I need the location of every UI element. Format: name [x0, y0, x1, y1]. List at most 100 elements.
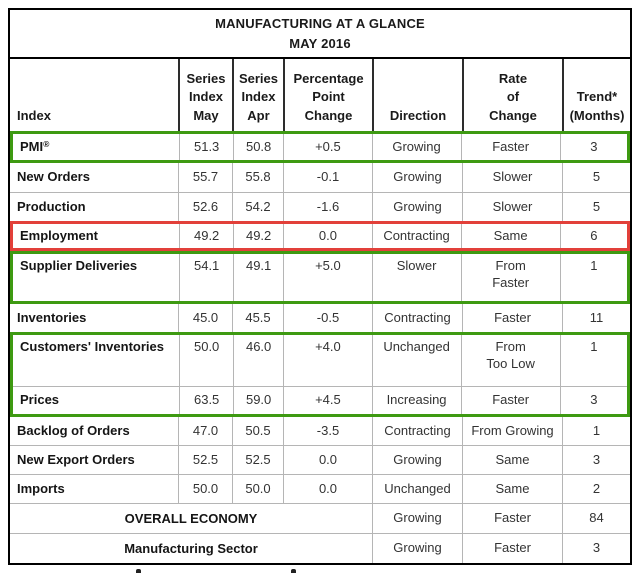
table-row-backlog-of-orders: Backlog of Orders 47.0 50.5 -3.5 Contrac…	[10, 417, 630, 445]
direction-cell: Unchanged	[372, 475, 462, 503]
trend-cell: 11	[562, 304, 630, 332]
may-index-cell: 52.6	[178, 193, 232, 221]
change-cell: +4.5	[283, 387, 371, 414]
direction-cell: Growing	[372, 193, 462, 221]
trend-cell: 1	[559, 254, 627, 301]
highlight-box-employment: Employment 49.2 49.2 0.0 Contracting Sam…	[10, 221, 630, 251]
highlight-box-supplier-deliveries: Supplier Deliveries 54.1 49.1 +5.0 Slowe…	[10, 251, 630, 304]
change-cell: -3.5	[283, 417, 372, 445]
table-row-new-orders: New Orders 55.7 55.8 -0.1 Growing Slower…	[10, 163, 630, 192]
apr-index-cell: 45.5	[232, 304, 283, 332]
index-cell: Imports	[17, 480, 65, 496]
table-row-supplier-deliveries: Supplier Deliveries 54.1 49.1 +5.0 Slowe…	[13, 254, 627, 301]
column-header-percentage-point-change: Percentage Point Change	[283, 59, 372, 131]
change-cell: +4.0	[283, 335, 371, 386]
index-cell: New Export Orders	[17, 451, 135, 467]
index-cell: Prices	[20, 392, 60, 408]
change-cell: +0.5	[283, 134, 371, 160]
trend-cell: 84	[562, 504, 630, 533]
registered-mark: ®	[43, 139, 50, 150]
may-index-cell: 63.5	[179, 387, 232, 414]
trend-cell: 3	[559, 134, 627, 160]
column-header-trend-months: Trend* (Months)	[562, 59, 630, 131]
table-row-employment: Employment 49.2 49.2 0.0 Contracting Sam…	[13, 224, 627, 248]
may-index-cell: 52.5	[178, 446, 232, 474]
may-index-cell: 49.2	[179, 224, 232, 248]
rate-of-change-cell: From Growing	[462, 417, 562, 445]
rate-of-change-cell: Faster	[462, 534, 562, 563]
change-cell: 0.0	[283, 224, 371, 248]
apr-index-cell: 50.5	[232, 417, 283, 445]
index-cell: New Orders	[17, 169, 90, 185]
rate-line-1: Faster	[494, 309, 531, 325]
index-cell: Customers' Inventories	[20, 339, 164, 354]
column-header-series-index-may: Series Index May	[178, 59, 232, 131]
rate-of-change-cell: Same	[460, 224, 560, 248]
table-row-customers-inventories: Customers' Inventories 50.0 46.0 +4.0 Un…	[13, 335, 627, 386]
summary-row-manufacturing-sector: Manufacturing Sector Growing Faster 3	[10, 533, 630, 563]
trend-cell: 3	[559, 387, 627, 414]
index-cell: Supplier Deliveries	[20, 258, 138, 273]
apr-index-cell: 50.8	[232, 134, 284, 160]
direction-cell: Growing	[372, 534, 462, 563]
change-cell: -0.5	[283, 304, 372, 332]
rate-line-1: Same	[495, 451, 530, 467]
direction-cell: Slower	[371, 254, 461, 301]
column-header-direction: Direction	[372, 59, 462, 131]
rate-line-1: Slower	[492, 169, 533, 185]
trend-cell: 1	[559, 335, 627, 386]
manufacturing-table: MANUFACTURING AT A GLANCE MAY 2016 Index…	[8, 8, 632, 565]
table-subtitle: MAY 2016	[289, 35, 351, 51]
rate-of-change-cell: From Faster	[460, 254, 560, 301]
table-row-pmi: PMI ® 51.3 50.8 +0.5 Growing Faster 3	[13, 134, 627, 160]
rate-of-change-cell: Same	[462, 446, 562, 474]
footnote-fragment	[136, 569, 141, 573]
apr-index-cell: 49.2	[232, 224, 284, 248]
change-cell: -0.1	[283, 163, 372, 192]
table-title: MANUFACTURING AT A GLANCE	[215, 15, 425, 31]
header-row: Index Series Index May Series Index Apr …	[10, 59, 630, 131]
apr-index-cell: 59.0	[232, 387, 284, 414]
trend-cell: 6	[559, 224, 627, 248]
may-index-cell: 45.0	[178, 304, 232, 332]
rate-line-1: From	[495, 339, 526, 354]
rate-line-1: Same	[493, 227, 528, 243]
apr-index-cell: 54.2	[232, 193, 283, 221]
highlight-box-pmi: PMI ® 51.3 50.8 +0.5 Growing Faster 3	[10, 131, 630, 163]
table-row-new-export-orders: New Export Orders 52.5 52.5 0.0 Growing …	[10, 445, 630, 474]
rate-line-1: Same	[495, 480, 530, 496]
direction-cell: Contracting	[371, 224, 461, 248]
direction-cell: Unchanged	[371, 335, 461, 386]
apr-index-cell: 50.0	[232, 475, 283, 503]
trend-cell: 3	[562, 534, 630, 563]
rate-of-change-cell: Faster	[460, 134, 560, 160]
direction-cell: Increasing	[371, 387, 461, 414]
apr-index-cell: 55.8	[232, 163, 283, 192]
direction-cell: Growing	[372, 446, 462, 474]
column-header-rate-of-change: Rate of Change	[462, 59, 562, 131]
change-cell: -1.6	[283, 193, 372, 221]
table-row-inventories: Inventories 45.0 45.5 -0.5 Contracting F…	[10, 304, 630, 332]
rate-of-change-cell: Faster	[460, 387, 560, 414]
column-header-series-index-apr: Series Index Apr	[232, 59, 283, 131]
rate-line-2: Too Low	[486, 355, 535, 371]
summary-label: OVERALL ECONOMY	[124, 511, 258, 526]
rate-of-change-cell: From Too Low	[460, 335, 560, 386]
table-title-block: MANUFACTURING AT A GLANCE MAY 2016	[10, 10, 630, 59]
trend-cell: 5	[562, 193, 630, 221]
index-cell: Backlog of Orders	[17, 422, 130, 438]
index-cell: Production	[17, 198, 86, 214]
rate-of-change-cell: Faster	[462, 304, 562, 332]
row-label: PMI	[20, 138, 44, 154]
rate-line-1: Slower	[492, 198, 533, 214]
footnote-fragment	[291, 569, 296, 573]
apr-index-cell: 52.5	[232, 446, 283, 474]
rate-line-1: Faster	[492, 392, 530, 408]
index-cell: PMI ®	[13, 134, 179, 160]
rate-line-1: From	[495, 258, 526, 273]
trend-cell: 1	[562, 417, 630, 445]
change-cell: 0.0	[283, 475, 372, 503]
table-row-production: Production 52.6 54.2 -1.6 Growing Slower…	[10, 192, 630, 221]
summary-row-overall-economy: OVERALL ECONOMY Growing Faster 84	[10, 503, 630, 533]
